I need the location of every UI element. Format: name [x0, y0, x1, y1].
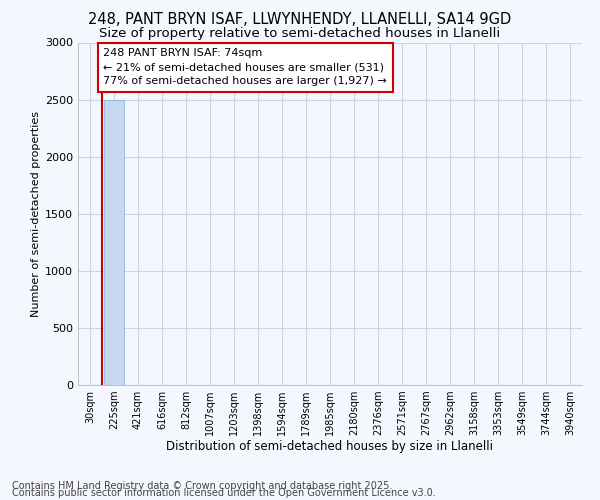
Text: Contains HM Land Registry data © Crown copyright and database right 2025.: Contains HM Land Registry data © Crown c… — [12, 481, 392, 491]
X-axis label: Distribution of semi-detached houses by size in Llanelli: Distribution of semi-detached houses by … — [167, 440, 493, 452]
Text: Contains public sector information licensed under the Open Government Licence v3: Contains public sector information licen… — [12, 488, 436, 498]
Bar — [104, 100, 124, 385]
Text: Size of property relative to semi-detached houses in Llanelli: Size of property relative to semi-detach… — [100, 28, 500, 40]
Text: 248, PANT BRYN ISAF, LLWYNHENDY, LLANELLI, SA14 9GD: 248, PANT BRYN ISAF, LLWYNHENDY, LLANELL… — [88, 12, 512, 28]
Y-axis label: Number of semi-detached properties: Number of semi-detached properties — [31, 111, 41, 317]
Text: 248 PANT BRYN ISAF: 74sqm
← 21% of semi-detached houses are smaller (531)
77% of: 248 PANT BRYN ISAF: 74sqm ← 21% of semi-… — [103, 48, 387, 86]
